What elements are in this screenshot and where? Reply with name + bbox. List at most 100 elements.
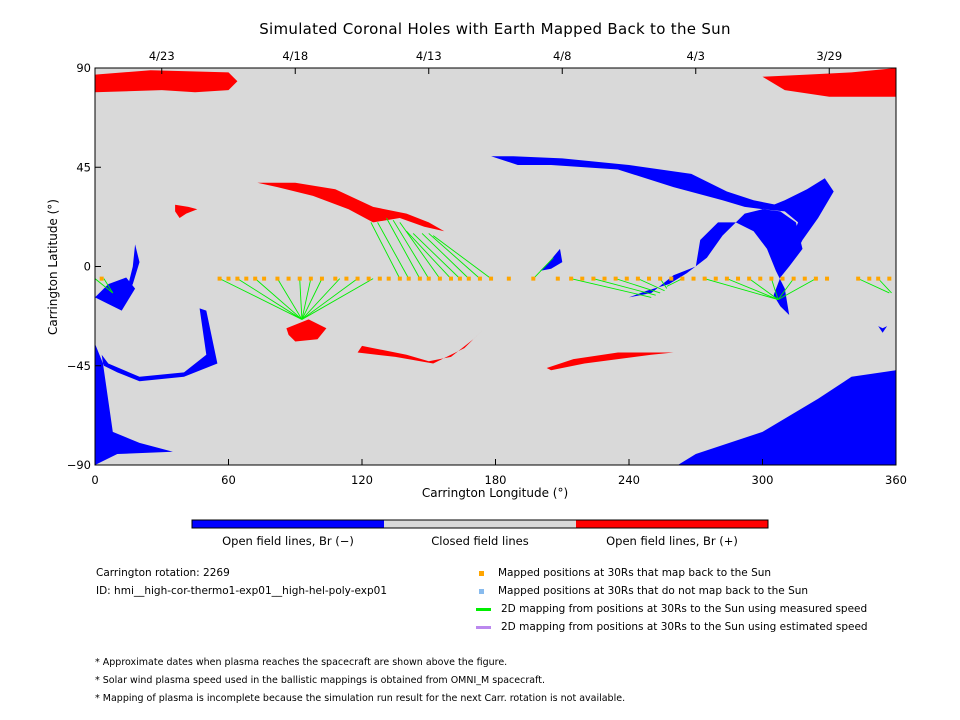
mapping-line bbox=[301, 278, 374, 320]
mapping-line bbox=[704, 278, 779, 301]
colorbar-frame bbox=[191, 519, 769, 529]
blue-square-icon bbox=[479, 588, 484, 594]
mapping-line bbox=[421, 233, 470, 279]
mapped-position-point bbox=[802, 276, 807, 281]
mapped-position-point bbox=[377, 276, 382, 281]
mapping-line bbox=[301, 278, 323, 320]
mapped-position-point bbox=[506, 276, 511, 281]
mapping-line bbox=[432, 235, 492, 279]
mapping-line bbox=[857, 278, 890, 294]
mapping-line bbox=[666, 278, 683, 287]
mapped-position-point bbox=[457, 276, 462, 281]
legend-measured-label: 2D mapping from positions at 30Rs to the… bbox=[501, 603, 868, 615]
mapped-position-point bbox=[217, 276, 222, 281]
mapping-line bbox=[95, 278, 114, 294]
mapped-position-point bbox=[275, 276, 280, 281]
coronal-hole-negative bbox=[762, 178, 834, 258]
y-tick-label: 45 bbox=[76, 160, 91, 174]
mapped-position-point bbox=[449, 276, 453, 281]
chart-title: Simulated Coronal Holes with Earth Mappe… bbox=[259, 20, 731, 38]
mapped-position-point bbox=[555, 276, 560, 281]
mapping-line bbox=[748, 278, 779, 300]
mapped-position-point bbox=[297, 276, 302, 281]
mapping-line bbox=[412, 233, 461, 279]
mapped-position-point bbox=[226, 276, 231, 281]
legend-unmapped: Mapped positions at 30Rs that do not map… bbox=[476, 585, 808, 597]
mapped-position-point bbox=[769, 276, 774, 281]
mapped-position-point bbox=[99, 276, 104, 281]
mapped-position-point bbox=[286, 276, 291, 281]
date-tick-label: 4/23 bbox=[149, 49, 175, 63]
legend-measured: 2D mapping from positions at 30Rs to the… bbox=[476, 603, 867, 615]
mapped-position-point bbox=[489, 276, 494, 281]
mapped-position-point bbox=[635, 276, 640, 281]
mapped-position-point bbox=[333, 276, 338, 281]
mapped-position-point bbox=[417, 276, 422, 281]
footnote-incomplete: * Mapping of plasma is incomplete becaus… bbox=[95, 693, 626, 704]
mapping-line bbox=[299, 278, 303, 320]
mapped-position-point bbox=[344, 276, 349, 281]
colorbar-label-positive: Open field lines, Br (+) bbox=[606, 534, 738, 548]
mapped-position-point bbox=[702, 276, 707, 281]
coronal-hole-positive bbox=[546, 352, 674, 371]
x-tick-label: 0 bbox=[91, 473, 98, 487]
x-tick-label: 360 bbox=[885, 473, 907, 487]
mapped-position-point bbox=[713, 276, 718, 281]
mapping-line bbox=[103, 278, 114, 294]
mapping-line bbox=[777, 278, 817, 300]
mapping-line bbox=[777, 278, 795, 300]
mapped-position-point bbox=[308, 276, 313, 281]
mapped-position-point bbox=[813, 276, 818, 281]
mapped-position-point bbox=[531, 276, 536, 281]
date-tick-label: 3/29 bbox=[816, 49, 842, 63]
mapping-line bbox=[301, 278, 341, 320]
mapping-line bbox=[392, 219, 430, 279]
mapped-position-point bbox=[397, 276, 402, 281]
mapped-position-point bbox=[691, 276, 696, 281]
mapping-line bbox=[615, 278, 661, 294]
footnote-speed: * Solar wind plasma speed used in the ba… bbox=[95, 675, 545, 686]
coronal-hole-negative bbox=[121, 244, 140, 300]
mapped-position-point bbox=[876, 276, 881, 281]
mapped-position-point bbox=[736, 276, 741, 281]
mapping-line bbox=[219, 278, 303, 320]
colorbar-negative bbox=[192, 520, 384, 528]
mapped-position-point bbox=[887, 276, 892, 281]
x-tick-label: 240 bbox=[618, 473, 640, 487]
coronal-hole-positive bbox=[762, 68, 896, 97]
coronal-hole-negative bbox=[677, 370, 896, 465]
x-axis-label: Carrington Longitude (°) bbox=[422, 486, 568, 500]
legend-estimated-label: 2D mapping from positions at 30Rs to the… bbox=[501, 621, 868, 633]
mapped-position-point bbox=[355, 276, 360, 281]
coronal-hole-negative bbox=[878, 326, 888, 333]
mapping-line bbox=[571, 278, 652, 298]
mapping-line bbox=[637, 278, 665, 292]
mapped-position-point bbox=[244, 276, 249, 281]
mapping-line bbox=[770, 278, 779, 300]
mapping-line bbox=[428, 233, 481, 279]
date-tick-label: 4/8 bbox=[553, 49, 572, 63]
mapping-line bbox=[726, 278, 779, 300]
mapped-position-point bbox=[262, 276, 267, 281]
date-tick-label: 4/3 bbox=[686, 49, 705, 63]
mapping-line bbox=[254, 278, 303, 320]
mapping-line bbox=[301, 278, 358, 320]
colorbar-label-negative: Open field lines, Br (−) bbox=[222, 534, 354, 548]
mapped-position-point bbox=[319, 276, 324, 281]
mapping-line bbox=[277, 278, 303, 320]
mapped-position-point bbox=[791, 276, 796, 281]
mapping-line bbox=[877, 278, 892, 294]
x-tick-label: 60 bbox=[221, 473, 236, 487]
legend-mapped-label: Mapped positions at 30Rs that map back t… bbox=[498, 567, 772, 579]
mapped-position-point bbox=[437, 276, 442, 281]
simulation-id: ID: hmi__high-cor-thermo1-exp01__high-he… bbox=[96, 585, 388, 597]
mapped-position-point bbox=[591, 276, 596, 281]
mapped-position-point bbox=[647, 276, 652, 281]
purple-line-icon bbox=[476, 625, 491, 629]
legend-unmapped-label: Mapped positions at 30Rs that do not map… bbox=[498, 585, 809, 597]
mapping-line bbox=[237, 278, 303, 320]
mapped-position-point bbox=[747, 276, 752, 281]
y-tick-label: 0 bbox=[84, 260, 91, 274]
mapped-position-point bbox=[253, 276, 258, 281]
